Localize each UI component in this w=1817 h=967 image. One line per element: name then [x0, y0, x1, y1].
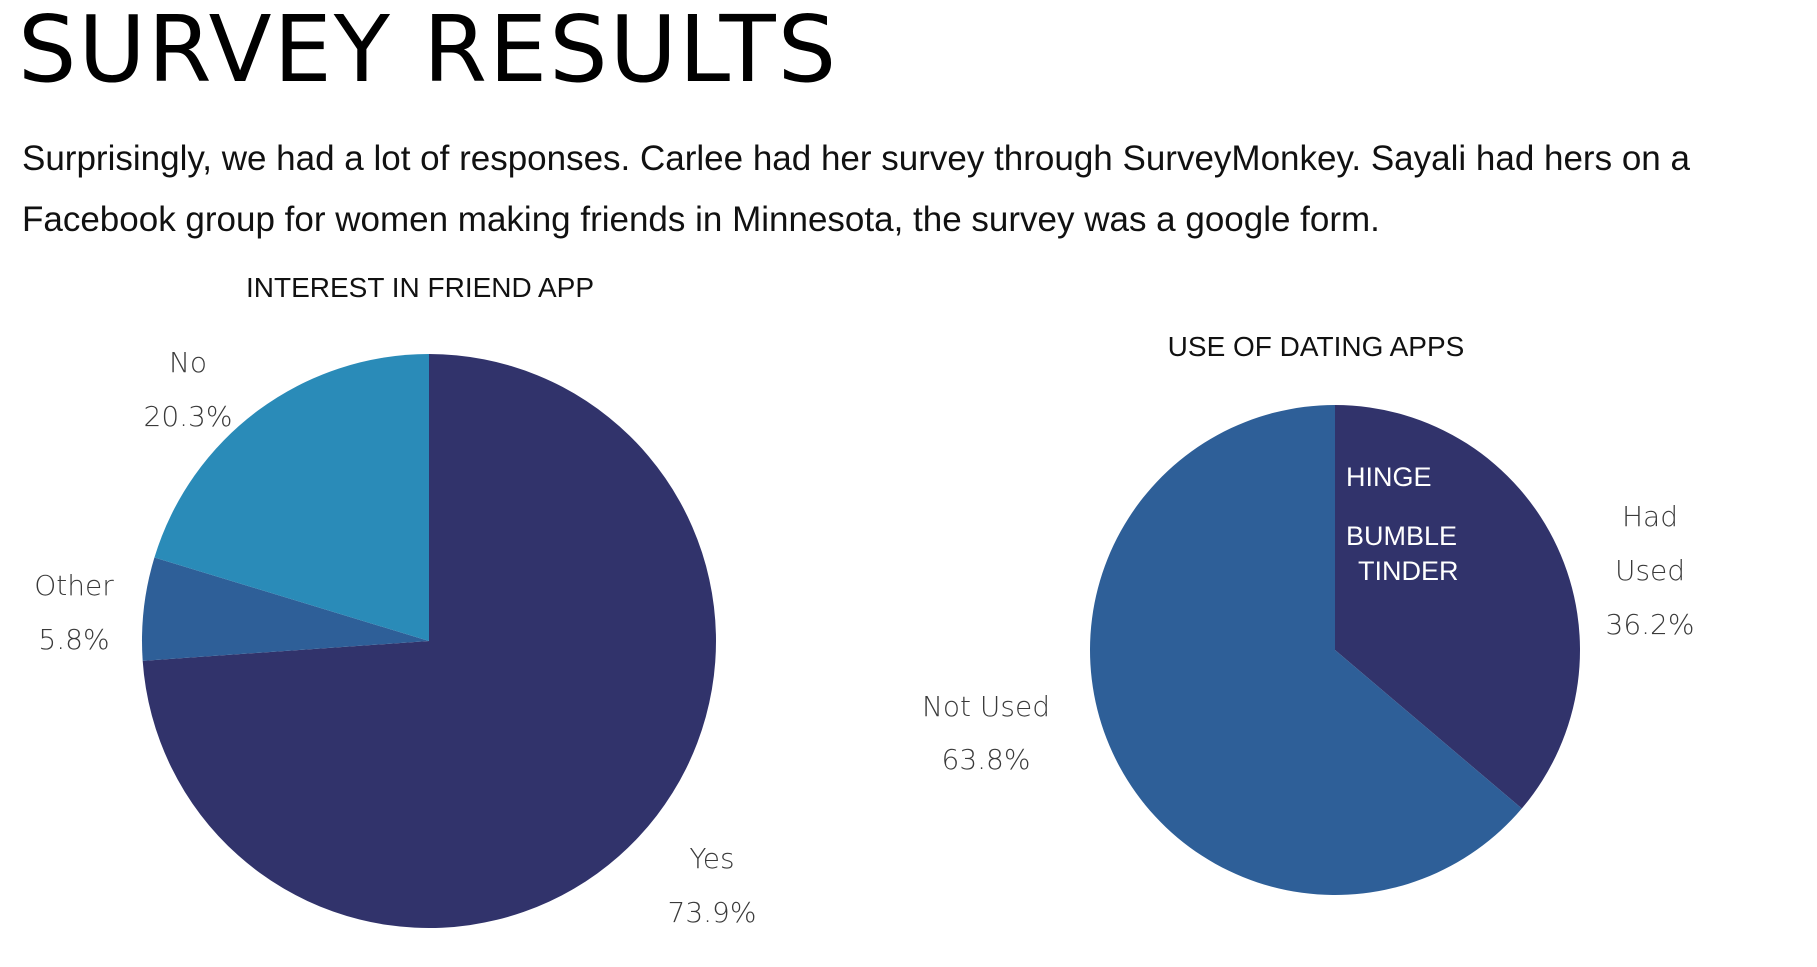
slice-value-no: 20.3% — [144, 400, 233, 433]
slice-label-no: No — [169, 346, 207, 379]
pie-slice-not-used — [1090, 405, 1522, 895]
slice-label-yes: Yes — [689, 842, 734, 875]
slice-value-not-used: 63.8% — [942, 743, 1031, 776]
interest-chart-title: INTEREST IN FRIEND APP — [246, 272, 594, 303]
annotation-bumble: BUMBLE — [1346, 521, 1457, 551]
interest-pie — [142, 354, 717, 928]
pie-slice-had-used — [1335, 405, 1580, 809]
pie-slice-no — [154, 354, 429, 641]
slice-label-had-used-line2: Used — [1615, 554, 1685, 587]
interest-chart: INTEREST IN FRIEND APP Yes 73.9% Other 5… — [34, 272, 756, 929]
dating-pie — [1090, 405, 1580, 895]
annotation-hinge: HINGE — [1346, 462, 1432, 492]
dating-chart: USE OF DATING APPS HINGE BUMBLE TINDER H… — [922, 331, 1695, 895]
slice-value-had-used: 36.2% — [1606, 608, 1695, 641]
slice-label-had-used-line1: Had — [1622, 500, 1678, 533]
slice-value-yes: 73.9% — [668, 896, 757, 929]
slice-label-other: Other — [34, 569, 114, 602]
annotation-tinder: TINDER — [1358, 556, 1459, 586]
slice-label-not-used: Not Used — [922, 690, 1050, 723]
pie-slice-other — [142, 557, 430, 661]
dating-chart-title: USE OF DATING APPS — [1168, 331, 1465, 362]
pie-slice-yes — [142, 354, 717, 928]
slice-value-other: 5.8% — [38, 623, 109, 656]
page-title: SURVEY RESULTS — [18, 0, 839, 103]
intro-paragraph: Surprisingly, we had a lot of responses.… — [22, 139, 1690, 239]
